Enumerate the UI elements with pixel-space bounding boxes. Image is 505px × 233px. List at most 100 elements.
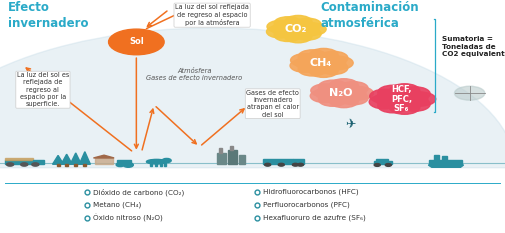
Text: Metano (CH₄): Metano (CH₄) [93,202,142,208]
Circle shape [285,15,312,28]
Text: Sumatoria =
Toneladas de
CO2 equivalente: Sumatoria = Toneladas de CO2 equivalente [442,36,505,57]
Circle shape [329,94,359,108]
Polygon shape [61,154,72,164]
FancyBboxPatch shape [374,161,392,164]
FancyBboxPatch shape [376,159,388,161]
Wedge shape [0,28,505,168]
Text: La luz del sol reflejada
de regreso al espacio
por la atmósfera: La luz del sol reflejada de regreso al e… [175,4,249,26]
Circle shape [294,18,321,31]
Circle shape [344,86,373,100]
Circle shape [299,23,326,35]
Circle shape [298,63,327,76]
Text: Hidrofluorocarbonos (HFC): Hidrofluorocarbonos (HFC) [263,189,358,195]
Circle shape [21,163,28,166]
Circle shape [309,48,338,62]
FancyBboxPatch shape [217,153,226,164]
Circle shape [399,87,430,101]
FancyBboxPatch shape [230,146,233,150]
FancyBboxPatch shape [117,160,131,164]
Text: HCF,
PFC,
SF₆: HCF, PFC, SF₆ [391,85,412,113]
Ellipse shape [375,89,428,109]
Circle shape [267,25,294,38]
Ellipse shape [316,84,366,103]
Circle shape [389,84,420,98]
FancyBboxPatch shape [150,163,152,166]
Text: ✈: ✈ [346,118,356,131]
Circle shape [292,163,298,166]
Text: N₂O: N₂O [329,88,352,98]
FancyBboxPatch shape [33,160,44,164]
Circle shape [116,163,124,167]
Text: CO₂: CO₂ [284,24,307,34]
FancyBboxPatch shape [95,158,113,164]
FancyBboxPatch shape [239,155,245,164]
Circle shape [385,164,391,166]
Circle shape [267,20,294,33]
Circle shape [378,99,408,113]
FancyBboxPatch shape [293,159,304,164]
Circle shape [406,92,436,106]
Circle shape [399,97,430,111]
FancyBboxPatch shape [263,159,293,164]
FancyBboxPatch shape [434,155,439,160]
Text: Contaminación
atmosférica: Contaminación atmosférica [321,1,419,30]
Circle shape [297,163,304,166]
Polygon shape [70,153,81,164]
Circle shape [290,59,319,72]
Circle shape [369,95,399,109]
FancyBboxPatch shape [65,164,68,166]
Circle shape [311,84,340,97]
Circle shape [278,163,284,166]
Circle shape [265,163,271,166]
FancyBboxPatch shape [83,164,86,166]
Text: Gases de efecto
invernadero
atrapan el calor
del sol: Gases de efecto invernadero atrapan el c… [246,90,299,118]
Text: Efecto
invernadero: Efecto invernadero [8,1,88,30]
Circle shape [389,100,420,114]
FancyBboxPatch shape [228,150,237,164]
Circle shape [454,86,485,100]
FancyBboxPatch shape [164,163,166,166]
FancyBboxPatch shape [5,158,33,160]
Circle shape [324,56,353,70]
FancyBboxPatch shape [57,164,60,166]
Text: Perfluorocarbonos (PFC): Perfluorocarbonos (PFC) [263,202,349,208]
Text: Atmósfera
Gases de efecto invernadero: Atmósfera Gases de efecto invernadero [146,68,242,81]
Circle shape [285,30,312,43]
Circle shape [123,163,133,167]
Ellipse shape [272,20,319,38]
Circle shape [32,163,39,166]
Circle shape [109,29,164,55]
Circle shape [339,82,368,95]
Polygon shape [79,152,90,164]
FancyBboxPatch shape [74,164,77,166]
Circle shape [319,51,348,65]
FancyBboxPatch shape [442,156,447,160]
Text: Dióxido de carbono (CO₂): Dióxido de carbono (CO₂) [93,188,185,196]
Text: La luz del sol es
reflejada de
regreso al
espacio por la
superficie.: La luz del sol es reflejada de regreso a… [17,72,69,107]
Ellipse shape [146,159,167,164]
Circle shape [370,89,400,103]
Circle shape [309,64,338,77]
Polygon shape [428,165,464,167]
Circle shape [274,29,301,41]
Text: CH₄: CH₄ [310,58,332,68]
Circle shape [162,158,171,163]
Circle shape [318,80,347,93]
Text: Sol: Sol [129,38,144,46]
Circle shape [294,27,321,40]
Circle shape [310,89,339,103]
Ellipse shape [296,53,345,72]
FancyBboxPatch shape [429,160,462,165]
Circle shape [290,54,320,67]
Polygon shape [53,155,64,164]
Circle shape [318,93,347,106]
Circle shape [339,92,368,105]
Text: Hexafluoruro de azufre (SF₆): Hexafluoruro de azufre (SF₆) [263,215,365,221]
Circle shape [319,61,348,75]
Circle shape [7,163,14,166]
FancyBboxPatch shape [219,148,222,153]
FancyBboxPatch shape [5,160,33,164]
Circle shape [329,79,359,92]
Circle shape [378,85,408,99]
Circle shape [374,164,380,166]
